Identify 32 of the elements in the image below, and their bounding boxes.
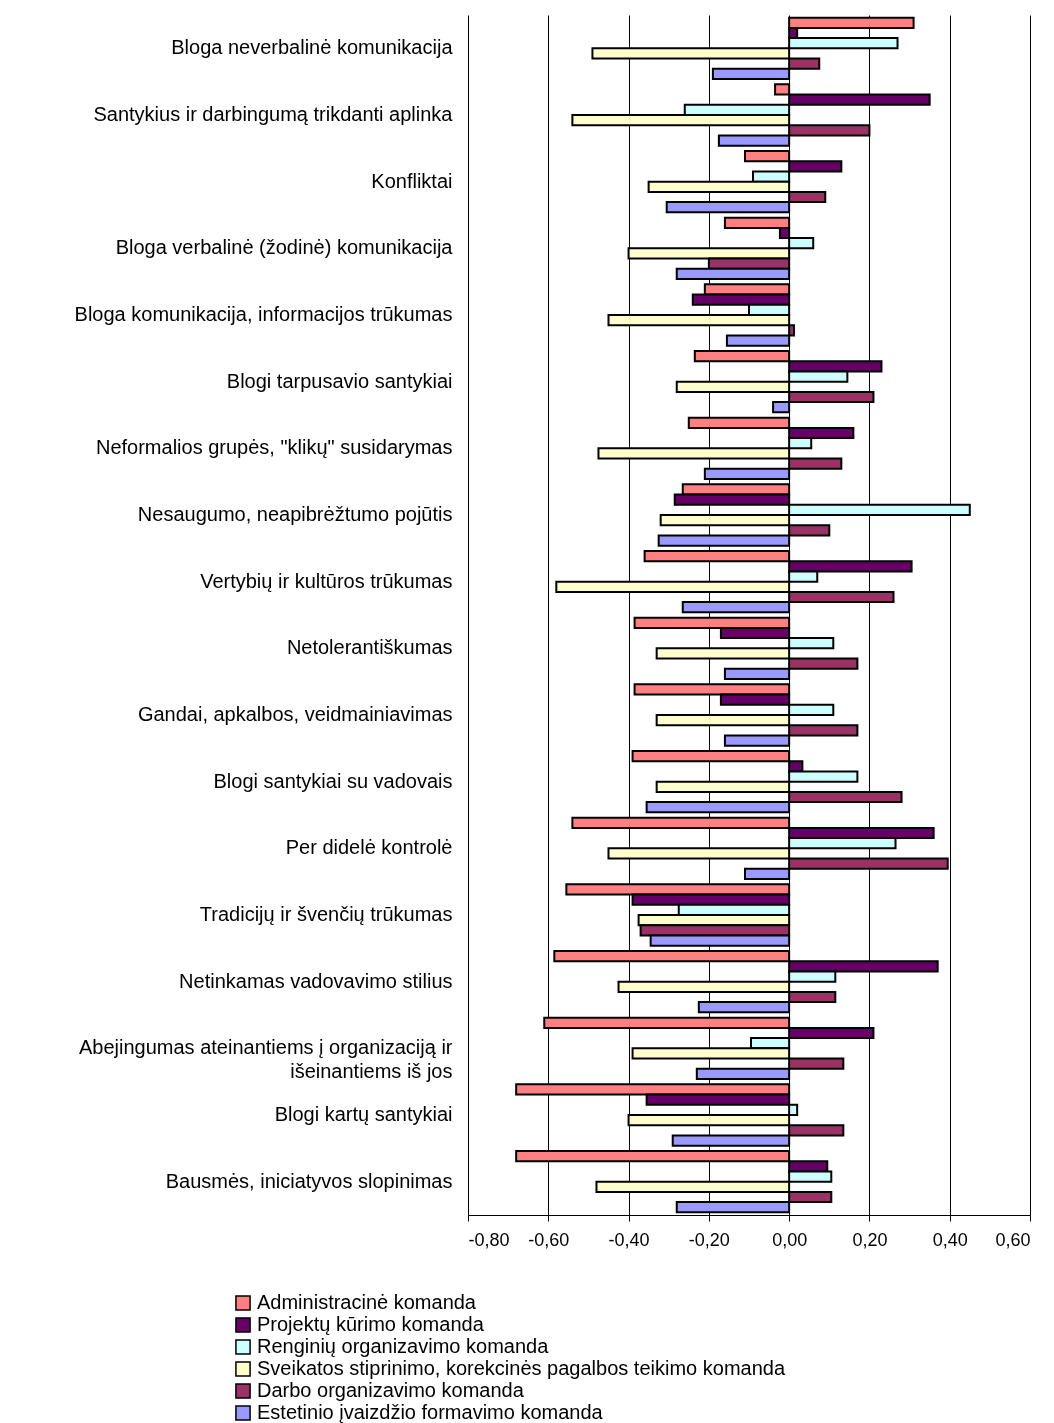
x-tick-label: 0,40 [932,1229,968,1250]
legend-label: Estetinio įvaizdžio formavimo komanda [257,1401,604,1423]
y-tick-label: Tradicijų ir švenčių trūkumas [199,903,453,925]
legend-label: Projektų kūrimo komanda [257,1313,485,1335]
x-tick-label: -0,40 [608,1229,650,1250]
y-tick-label: Per didelė kontrolė [285,836,453,859]
y-tick-label: Bausmės, iniciatyvos slopinimas [165,1169,453,1192]
x-tick-label: -0,20 [688,1229,730,1250]
legend-label: Sveikatos stiprinimo, korekcinės pagalbos teikimo komanda [257,1357,786,1379]
y-tick-label: Netolerantiškumas [286,636,453,659]
x-tick-label: 0,20 [852,1229,888,1250]
y-tick-label: Santykius ir darbingumą trikdanti aplinka [93,103,454,125]
y-tick-label: Blogi kartų santykiai [274,1103,453,1125]
x-tick-label: 0,60 [995,1229,1031,1250]
y-tick-label: Bloga verbalinė (žodinė) komunikacija [115,236,454,259]
y-tick-label: Netinkamas vadovavimo stilius [179,969,453,992]
y-tick-label: Bloga neverbalinė komunikacija [171,36,454,59]
legend-label: Administracinė komanda [257,1291,477,1313]
y-tick-label: Neformalios grupės, "klikų" susidarymas [95,436,453,459]
y-tick-label: Gandai, apkalbos, veidmainiavimas [137,703,453,725]
x-tick-label: 0,00 [772,1229,808,1250]
y-tick-label: Bloga komunikacija, informacijos trūkumas [74,303,453,325]
legend-label: Renginių organizavimo komanda [257,1335,550,1357]
x-tick-label: -0,60 [528,1229,570,1250]
y-tick-label: Konfliktai [371,169,453,192]
x-tick-label: -0,80 [468,1229,510,1250]
y-tick-label: Abejingumas ateinantiems į organizaciją ir išeinantiems iš jos [78,1036,453,1083]
y-tick-label: Vertybių ir kultūros trūkumas [200,569,453,592]
y-tick-label: Blogi tarpusavio santykiai [226,369,453,392]
y-tick-label: Nesaugumo, neapibrėžtumo pojūtis [137,503,453,525]
legend-label: Darbo organizavimo komanda [257,1379,525,1401]
y-tick-label: Blogi santykiai su vadovais [213,769,453,792]
